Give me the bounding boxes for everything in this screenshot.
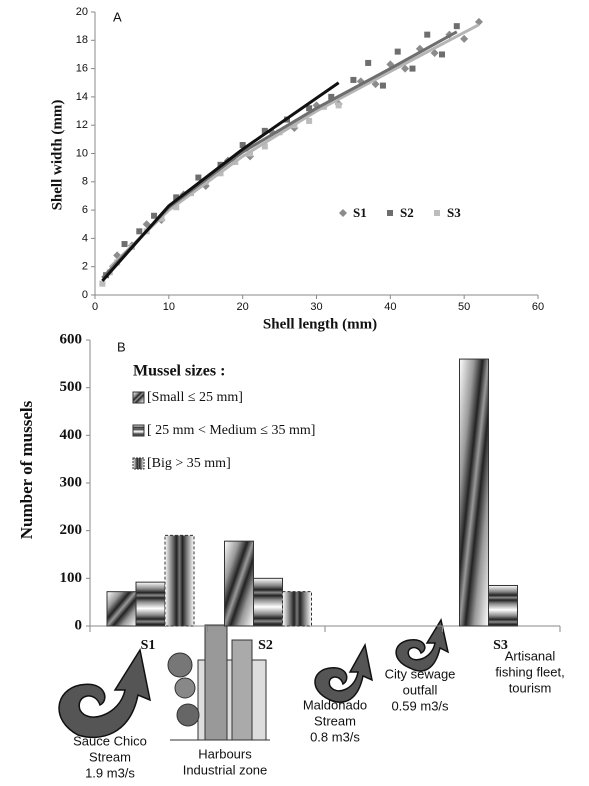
page: 024681012141618200102030405060AShell len…	[0, 0, 589, 786]
trend-line	[110, 25, 479, 268]
bar	[254, 578, 283, 626]
source-label: City sewage	[385, 666, 456, 681]
bar	[283, 592, 312, 626]
source-label: 0.59 m3/s	[391, 698, 449, 713]
legend-label: S3	[447, 205, 461, 220]
x-tick-label: S1	[141, 638, 156, 653]
source-label: Harbours	[198, 746, 252, 761]
y-tick-label: 0	[75, 617, 83, 633]
source-label: outfall	[403, 682, 438, 697]
x-tick-label: 20	[237, 301, 249, 313]
source-label: fishing fleet,	[495, 664, 564, 679]
x-tick-label: 40	[384, 301, 396, 313]
point	[380, 83, 386, 89]
legend-marker	[339, 209, 347, 217]
x-tick-label: 10	[163, 301, 175, 313]
y-tick-label: 600	[60, 331, 83, 347]
source-label: Industrial zone	[183, 762, 268, 777]
y-tick-label: 6	[82, 204, 88, 216]
point	[151, 213, 157, 219]
point	[365, 60, 371, 66]
point	[439, 51, 445, 57]
y-axis-title: Number of mussels	[17, 400, 36, 539]
y-tick-label: 18	[76, 34, 88, 46]
y-tick-label: 400	[60, 427, 83, 443]
y-tick-label: 12	[76, 119, 88, 131]
point	[195, 175, 201, 181]
bar	[460, 359, 489, 626]
legend-swatch	[133, 392, 144, 403]
panel-label: A	[113, 9, 122, 24]
x-axis-title: Shell length (mm)	[263, 316, 377, 332]
legend-swatch	[133, 458, 144, 469]
y-tick-label: 20	[76, 6, 88, 18]
figure: 024681012141618200102030405060AShell len…	[0, 0, 589, 786]
legend-label: [ 25 mm < Medium ≤ 35 mm]	[147, 423, 315, 438]
point	[409, 66, 415, 72]
legend-label: [Big > 35 mm]	[147, 456, 231, 471]
point	[336, 102, 342, 108]
point	[454, 23, 460, 29]
trend-line	[102, 83, 338, 281]
y-tick-label: 100	[60, 570, 83, 586]
bar	[136, 582, 165, 626]
legend-title: Mussel sizes :	[133, 363, 225, 380]
x-tick-label: S2	[258, 638, 273, 653]
x-tick-label: 0	[92, 301, 98, 313]
y-tick-label: 0	[82, 289, 88, 301]
source-label: 1.9 m3/s	[85, 765, 135, 780]
bar	[489, 585, 518, 626]
point	[136, 228, 142, 234]
point	[395, 49, 401, 55]
y-axis-title: Shell width (mm)	[49, 100, 65, 211]
source-label: Artisanal	[505, 648, 556, 663]
y-tick-label: 16	[76, 63, 88, 75]
x-tick-label: 30	[310, 301, 322, 313]
bar	[107, 592, 136, 626]
point	[350, 77, 356, 83]
legend-marker	[387, 210, 393, 216]
y-tick-label: 500	[60, 379, 83, 395]
source-label: Stream	[89, 749, 131, 764]
factory-icon	[168, 625, 270, 740]
legend-label: S2	[400, 205, 414, 220]
legend-marker	[434, 210, 440, 216]
bar	[225, 541, 254, 626]
point	[99, 281, 105, 287]
legend-label: [Small ≤ 25 mm]	[147, 390, 243, 405]
x-tick-label: 50	[458, 301, 470, 313]
point	[460, 35, 468, 43]
point	[306, 118, 312, 124]
source-label: 0.8 m3/s	[310, 729, 360, 744]
source-label: Stream	[314, 713, 356, 728]
point	[424, 32, 430, 38]
y-tick-label: 10	[76, 147, 88, 159]
point	[122, 241, 128, 247]
bar	[165, 535, 194, 626]
legend-label: S1	[353, 205, 367, 220]
source-label: Maldonado	[303, 697, 367, 712]
x-tick-label: 60	[532, 301, 544, 313]
legend-swatch	[133, 425, 144, 436]
y-tick-label: 4	[82, 232, 88, 244]
source-label: Sauce Chico	[73, 733, 147, 748]
y-tick-label: 8	[82, 176, 88, 188]
y-tick-label: 2	[82, 261, 88, 273]
y-tick-label: 300	[60, 474, 83, 490]
y-tick-label: 14	[76, 91, 88, 103]
y-tick-label: 200	[60, 522, 83, 538]
panel-label: B	[117, 339, 126, 354]
source-label: tourism	[509, 680, 552, 695]
